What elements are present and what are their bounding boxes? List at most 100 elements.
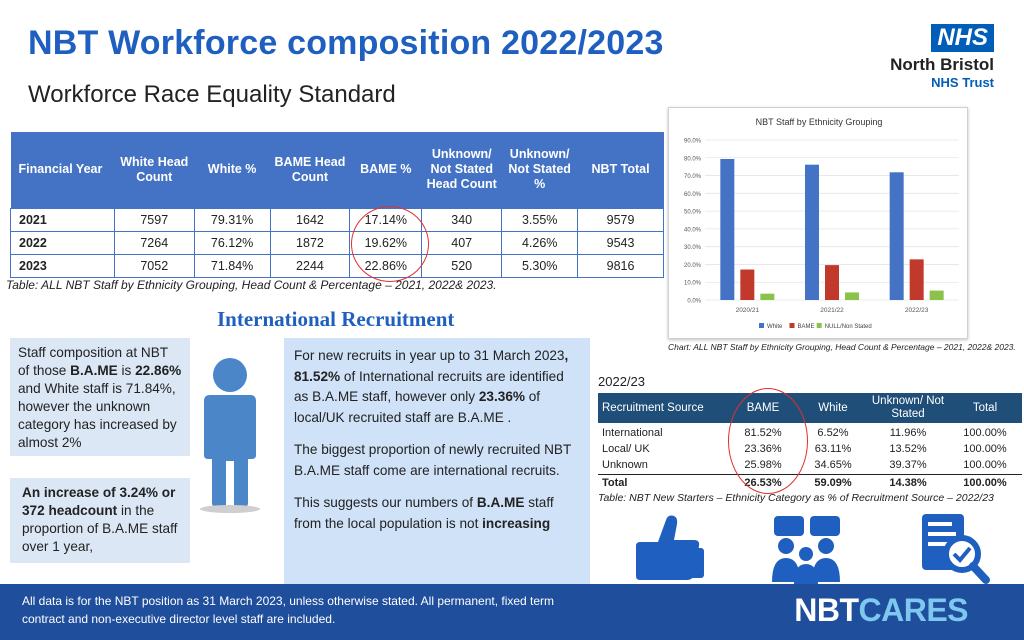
chart-ytick-label: 0.0% [687, 299, 701, 305]
cell-total: 14.38% [868, 473, 948, 491]
chart-legend-swatch [789, 323, 795, 328]
cell-year: 2021 [10, 207, 115, 232]
table-row: Unknown 25.98% 34.65% 39.37% 100.00% [598, 457, 1022, 474]
paragraph: For new recruits in year up to 31 March … [294, 346, 580, 428]
col-unknown: Unknown/ Not Stated [868, 393, 948, 423]
page-subtitle: Workforce Race Equality Standard [28, 81, 396, 108]
table-header-row: Financial Year White Head Count White % … [10, 132, 664, 208]
cell-value: 407 [421, 230, 503, 255]
nbtcares-logo-nbt: NBT [794, 592, 859, 628]
chart-bar-bame [909, 259, 924, 300]
chart-xtick-label: 2020/21 [736, 307, 760, 314]
nhs-org-name: North Bristol [890, 55, 994, 74]
cell-value: 71.84% [193, 253, 271, 278]
cell-total: 100.00% [948, 473, 1022, 491]
thumbs-up-icon [636, 515, 704, 580]
chart-ytick-label: 40.0% [684, 227, 702, 233]
international-recruitment-text: For new recruits in year up to 31 March … [284, 338, 590, 584]
chart-legend-swatch [816, 323, 822, 328]
cell-value: 39.37% [889, 459, 927, 472]
text: This suggests our numbers of [294, 495, 477, 510]
cell-value: 100.00% [963, 459, 1007, 472]
cell-value: 13.52% [889, 442, 927, 455]
chart-bar-null-non-stated [929, 290, 944, 300]
table-total-row: Total 26.53% 59.09% 14.38% 100.00% [598, 473, 1022, 491]
cell-source: International [602, 426, 663, 439]
summary-bold: B.A.ME [70, 363, 118, 378]
main-table-caption: Table: ALL NBT Staff by Ethnicity Groupi… [6, 278, 497, 292]
footer: All data is for the NBT position as 31 M… [0, 584, 1024, 640]
cell-value: 7264 [113, 230, 195, 255]
cell-value: 1872 [269, 230, 351, 255]
increase-text: in the proportion of B.A.ME staff over 1… [22, 503, 178, 554]
col-bame-head-count: BAME Head Count [270, 132, 350, 208]
cell-value: 11.96% [889, 426, 927, 439]
chart-bar-bame [825, 265, 839, 300]
chart-bar-null-non-stated [760, 293, 775, 300]
page-title: NBT Workforce composition 2022/2023 [28, 24, 664, 62]
footer-note: All data is for the NBT position as 31 M… [22, 594, 555, 626]
summary-text: Staff composition at NBT of those [18, 345, 168, 378]
chart-legend-label: BAME [798, 324, 815, 330]
chart-ytick-label: 10.0% [684, 281, 702, 287]
cell-value: 9816 [577, 253, 664, 278]
col-white: White [798, 393, 868, 423]
cell-year: 2022 [10, 230, 115, 255]
ethnicity-headcount-table: Financial Year White Head Count White % … [10, 132, 664, 278]
composition-summary-box: Staff composition at NBT of those B.A.ME… [10, 338, 190, 456]
cell-value: 100.00% [963, 442, 1007, 455]
cell-value: 7597 [113, 207, 195, 232]
bold-text: , 81.52% [294, 348, 569, 384]
cell-value: 7052 [113, 253, 195, 278]
chart-bar-null-non-stated [845, 292, 859, 300]
cell-value: 520 [421, 253, 503, 278]
nbtcares-logo: NBTCARES [794, 592, 968, 629]
col-white-head-count: White Head Count [114, 132, 195, 208]
increase-summary-box: An increase of 3.24% or 372 headcount in… [10, 478, 190, 563]
table-row: 2022 7264 76.12% 1872 19.62% 407 4.26% 9… [10, 230, 664, 255]
chart-svg: NBT Staff by Ethnicity Grouping 0.0% 10.0… [684, 117, 959, 330]
chart-legend-label: NULL/Non Stated [825, 324, 872, 330]
cell-value: 4.26% [501, 230, 579, 255]
table-row: International 81.52% 6.52% 11.96% 100.00… [598, 423, 1022, 440]
chart-legend-swatch [759, 323, 764, 328]
increase-bold: An increase of 3.24% or 372 headcount [22, 485, 176, 518]
cell-value: 100.00% [963, 426, 1007, 439]
ethnicity-bar-chart: NBT Staff by Ethnicity Grouping 0.0% 10.0… [668, 107, 968, 339]
cell-source: Local/ UK [602, 442, 650, 455]
chart-ytick-label: 50.0% [684, 210, 702, 216]
bold-text: increasing [482, 515, 551, 531]
cell-value: 3.55% [501, 207, 579, 232]
checklist-magnifier-icon [922, 514, 990, 584]
chart-ytick-label: 30.0% [684, 245, 702, 251]
person-silhouette-icon [200, 358, 260, 513]
chart-bar-white [720, 159, 735, 300]
team-meeting-icon [772, 516, 840, 584]
chart-bar-white [805, 164, 819, 300]
chart-caption: Chart: ALL NBT Staff by Ethnicity Groupi… [668, 342, 1016, 352]
nbtcares-logo-cares: CARES [858, 592, 968, 628]
summary-text: and White staff is 71.84%, however the u… [18, 381, 177, 450]
cell-total-label: Total [598, 473, 728, 491]
col-nbt-total: NBT Total [577, 132, 664, 208]
col-white-pct: White % [194, 132, 271, 208]
cell-value: 2244 [269, 253, 351, 278]
text: For new recruits in year up to 31 March … [294, 348, 565, 363]
chart-ytick-label: 90.0% [684, 139, 702, 145]
bold-text: B.A.ME [476, 495, 525, 510]
paragraph: This suggests our numbers of B.A.ME staf… [294, 493, 580, 534]
text: of local/UK recruited staff are B.A.ME . [294, 389, 541, 425]
text: of International recruits are identified… [294, 368, 564, 405]
cell-value: 340 [421, 207, 503, 232]
chart-ytick-label: 20.0% [684, 263, 702, 269]
cell-source: Unknown [602, 459, 648, 472]
summary-bold: 22.86% [135, 363, 182, 378]
col-unknown-pct: Unknown/ Not Stated % [501, 132, 578, 208]
col-financial-year: Financial Year [10, 132, 115, 208]
bame-highlight-oval [351, 206, 429, 282]
chart-legend-label: White [767, 324, 783, 330]
table-row: 2023 7052 71.84% 2244 22.86% 520 5.30% 9… [10, 253, 664, 278]
cell-value: 79.31% [193, 207, 271, 232]
summary-text: is [117, 363, 136, 378]
bame-recruit-highlight-oval [728, 388, 808, 494]
